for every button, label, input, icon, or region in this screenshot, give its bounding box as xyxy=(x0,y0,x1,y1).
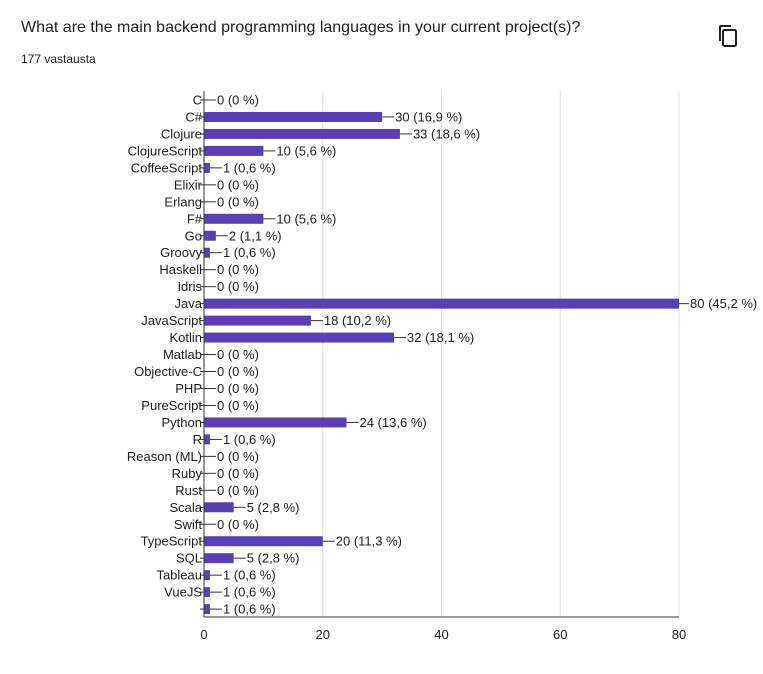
bar[interactable] xyxy=(204,145,264,156)
x-tick-label: 20 xyxy=(316,627,330,642)
category-label: Reason (ML) xyxy=(127,449,202,464)
data-label: 0 (0 %) xyxy=(217,93,259,108)
category-label: Erlang xyxy=(164,194,202,209)
data-label: 0 (0 %) xyxy=(217,466,259,481)
bar[interactable] xyxy=(204,111,383,122)
bar[interactable] xyxy=(204,230,216,241)
bar[interactable] xyxy=(204,213,264,224)
data-label: 0 (0 %) xyxy=(217,177,259,192)
category-label: Rust xyxy=(175,483,202,498)
data-label: 1 (0,6 %) xyxy=(223,245,276,260)
category-label: Idris xyxy=(177,279,202,294)
data-label: 0 (0 %) xyxy=(217,398,259,413)
data-label: 1 (0,6 %) xyxy=(223,585,276,600)
x-tick-label: 60 xyxy=(553,627,567,642)
data-label: 20 (11,3 %) xyxy=(336,534,402,549)
bar[interactable] xyxy=(204,247,210,258)
bar[interactable] xyxy=(204,553,234,564)
data-label: 0 (0 %) xyxy=(217,262,259,277)
category-label: CoffeeScript xyxy=(131,160,203,175)
data-label: 1 (0,6 %) xyxy=(223,160,276,175)
data-label: 0 (0 %) xyxy=(217,483,259,498)
category-label: Tableau xyxy=(156,568,202,583)
data-label: 30 (16,9 %) xyxy=(395,109,462,124)
category-label: C# xyxy=(185,109,202,124)
bar[interactable] xyxy=(204,502,234,513)
category-label: Python xyxy=(162,415,202,430)
data-label: 5 (2,8 %) xyxy=(247,551,300,566)
data-label: 1 (0,6 %) xyxy=(223,432,276,447)
data-label: 0 (0 %) xyxy=(217,381,259,396)
data-label: 0 (0 %) xyxy=(217,449,259,464)
category-label: Go xyxy=(185,228,202,243)
bar[interactable] xyxy=(204,434,210,445)
bar[interactable] xyxy=(204,536,323,547)
data-label: 1 (0,6 %) xyxy=(223,602,276,617)
bar[interactable] xyxy=(204,587,210,598)
copy-chart-button[interactable] xyxy=(712,20,744,52)
category-label: JavaScript xyxy=(141,313,202,328)
category-label: Scala xyxy=(169,500,202,515)
category-label: Elixir xyxy=(174,177,203,192)
bars: 0 (0 %)30 (16,9 %)33 (18,6 %)10 (5,6 %)1… xyxy=(204,93,757,617)
data-label: 33 (18,6 %) xyxy=(413,126,480,141)
data-label: 0 (0 %) xyxy=(217,347,259,362)
category-label: R xyxy=(193,432,202,447)
x-tick-label: 0 xyxy=(200,627,207,642)
data-label: 0 (0 %) xyxy=(217,517,259,532)
category-label: VueJS xyxy=(164,585,202,600)
category-label: F# xyxy=(187,211,203,226)
bar[interactable] xyxy=(204,604,210,615)
category-label: TypeScript xyxy=(141,534,203,549)
data-label: 32 (18,1 %) xyxy=(407,330,474,345)
category-label: PHP xyxy=(175,381,202,396)
axes: 0 20 40 60 80 CC# Clojure ClojureScript CoffeeSc… xyxy=(127,91,686,642)
data-label: 18 (10,2 %) xyxy=(324,313,391,328)
category-label: Java xyxy=(175,296,203,311)
bar[interactable] xyxy=(204,315,311,326)
data-label: 0 (0 %) xyxy=(217,194,259,209)
data-label: 5 (2,8 %) xyxy=(247,500,300,515)
category-label: Groovy xyxy=(160,245,202,260)
data-label: 24 (13,6 %) xyxy=(360,415,427,430)
data-label: 10 (5,6 %) xyxy=(276,143,336,158)
category-label: ClojureScript xyxy=(128,143,203,158)
bar[interactable] xyxy=(204,332,394,343)
data-label: 2 (1,1 %) xyxy=(229,228,282,243)
data-label: 10 (5,6 %) xyxy=(276,211,336,226)
category-label: Haskell xyxy=(159,262,202,277)
category-label: Ruby xyxy=(172,466,203,481)
category-label: PureScript xyxy=(141,398,202,413)
category-label: Swift xyxy=(174,517,203,532)
data-label: 1 (0,6 %) xyxy=(223,568,276,583)
category-label: Kotlin xyxy=(169,330,202,345)
category-label: Objective-C xyxy=(134,364,202,379)
data-label: 0 (0 %) xyxy=(217,364,259,379)
category-label: C xyxy=(193,93,202,108)
data-label: 0 (0 %) xyxy=(217,279,259,294)
gridlines xyxy=(322,91,680,617)
bar[interactable] xyxy=(204,128,400,139)
x-tick-label: 80 xyxy=(672,627,686,642)
question-title: What are the main backend programming la… xyxy=(21,19,581,36)
bar[interactable] xyxy=(204,298,679,309)
bar[interactable] xyxy=(204,162,210,173)
data-label: 80 (45,2 %) xyxy=(690,296,757,311)
category-label: Clojure xyxy=(161,126,202,141)
x-tick-label: 40 xyxy=(434,627,448,642)
bar[interactable] xyxy=(204,417,347,428)
response-count: 177 vastausta xyxy=(21,52,96,66)
category-label: Matlab xyxy=(163,347,202,362)
copy-icon xyxy=(719,25,737,47)
category-label: SQL xyxy=(176,551,202,566)
bar[interactable] xyxy=(204,570,210,581)
